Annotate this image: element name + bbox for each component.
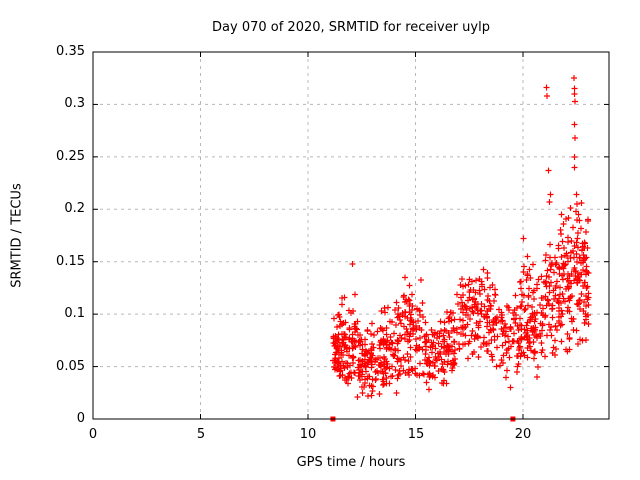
x-tick-label: 5 (196, 427, 206, 442)
y-tick-label: 0 (76, 411, 85, 426)
y-tick-label: 0.3 (64, 96, 85, 111)
y-tick-label: 0.2 (64, 201, 85, 216)
y-tick-label: 0.05 (56, 359, 85, 374)
x-tick-label: 0 (88, 427, 98, 442)
x-tick-label: 10 (299, 427, 317, 442)
x-tick-label: 15 (407, 427, 425, 442)
chart-title: Day 070 of 2020, SRMTID for receiver uyl… (212, 20, 490, 35)
x-axis-label: GPS time / hours (296, 455, 406, 470)
y-tick-label: 0.35 (56, 44, 85, 59)
y-tick-label: 0.25 (56, 149, 85, 164)
y-tick-label: 0.1 (64, 306, 85, 321)
y-tick-label: 0.15 (56, 254, 85, 269)
x-tick-label: 20 (514, 427, 532, 442)
